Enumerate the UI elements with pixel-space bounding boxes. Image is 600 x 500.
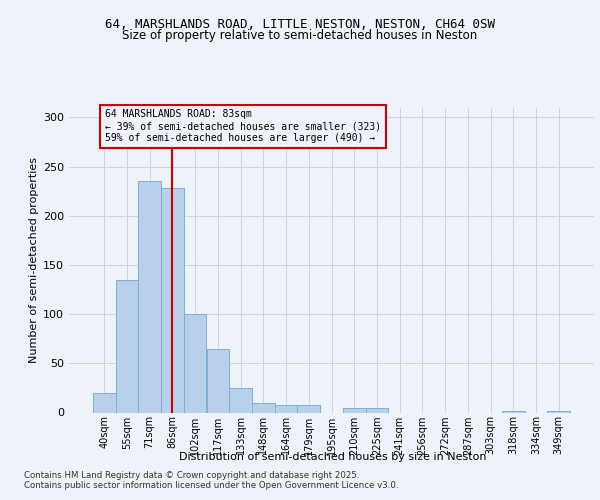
Bar (139, 182, 161, 412)
Bar (252, 402, 275, 412)
Bar (298, 404, 320, 412)
Bar (275, 404, 298, 412)
Bar (343, 408, 365, 412)
Bar (184, 314, 206, 412)
Bar (116, 280, 139, 412)
Bar (93, 393, 116, 412)
Bar (206, 348, 229, 412)
Bar (547, 410, 570, 412)
Text: Size of property relative to semi-detached houses in Neston: Size of property relative to semi-detach… (122, 28, 478, 42)
Y-axis label: Number of semi-detached properties: Number of semi-detached properties (29, 157, 39, 363)
Text: Contains public sector information licensed under the Open Government Licence v3: Contains public sector information licen… (24, 482, 398, 490)
Text: 64, MARSHLANDS ROAD, LITTLE NESTON, NESTON, CH64 0SW: 64, MARSHLANDS ROAD, LITTLE NESTON, NEST… (105, 18, 495, 30)
Bar (161, 188, 184, 412)
Text: Contains HM Land Registry data © Crown copyright and database right 2025.: Contains HM Land Registry data © Crown c… (24, 472, 359, 480)
Bar (502, 410, 524, 412)
Text: Distribution of semi-detached houses by size in Neston: Distribution of semi-detached houses by … (179, 452, 487, 462)
Bar (229, 388, 252, 412)
Bar (365, 408, 388, 412)
Text: 64 MARSHLANDS ROAD: 83sqm
← 39% of semi-detached houses are smaller (323)
59% of: 64 MARSHLANDS ROAD: 83sqm ← 39% of semi-… (104, 110, 381, 142)
